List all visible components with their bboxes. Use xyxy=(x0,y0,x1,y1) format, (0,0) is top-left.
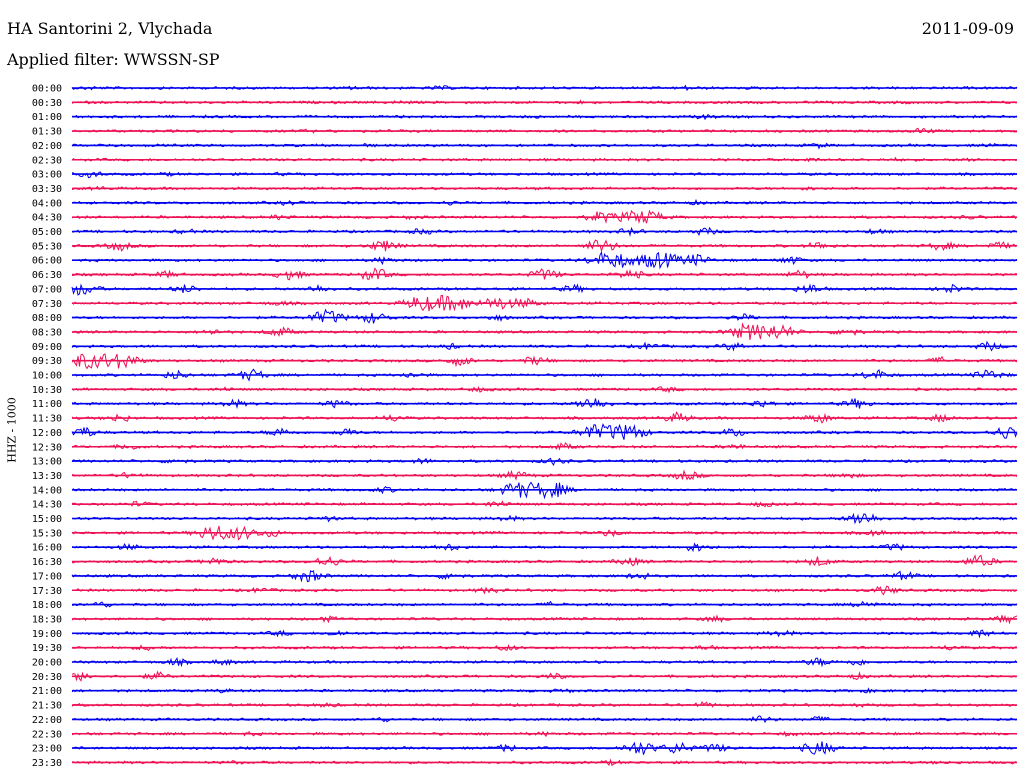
time-tick-label: 15:30 xyxy=(32,528,62,539)
time-tick-label: 18:30 xyxy=(32,614,62,625)
time-tick-label: 17:00 xyxy=(32,571,62,582)
trace-0700 xyxy=(71,283,1018,296)
time-tick-label: 00:30 xyxy=(32,98,62,109)
time-tick-label: 20:30 xyxy=(32,672,62,683)
time-tick-label: 17:30 xyxy=(32,586,62,597)
time-tick-label: 11:30 xyxy=(32,414,62,425)
time-tick-label: 12:00 xyxy=(32,428,62,439)
trace-1530 xyxy=(71,525,1018,541)
trace-1630 xyxy=(71,554,1018,567)
time-tick-label: 20:00 xyxy=(32,658,62,669)
time-tick-label: 11:00 xyxy=(32,399,62,410)
filter-label: Applied filter: WWSSN-SP xyxy=(7,50,220,69)
trace-0730 xyxy=(71,294,1018,312)
time-tick-label: 19:30 xyxy=(32,643,62,654)
time-tick-label: 08:00 xyxy=(32,313,62,324)
time-tick-label: 22:00 xyxy=(32,715,62,726)
trace-0800 xyxy=(71,308,1018,324)
time-tick-label: 06:00 xyxy=(32,256,62,267)
time-tick-label: 05:30 xyxy=(32,241,62,252)
time-tick-label: 00:00 xyxy=(32,84,62,95)
date-label: 2011-09-09 xyxy=(921,19,1014,38)
trace-1500 xyxy=(71,512,1018,525)
time-tick-label: 21:30 xyxy=(32,701,62,712)
time-tick-label: 03:00 xyxy=(32,170,62,181)
time-tick-label: 13:00 xyxy=(32,457,62,468)
time-tick-label: 01:30 xyxy=(32,127,62,138)
time-tick-label: 10:00 xyxy=(32,371,62,382)
time-tick-label: 22:30 xyxy=(32,729,62,740)
time-tick-label: 15:00 xyxy=(32,514,62,525)
time-tick-label: 06:30 xyxy=(32,270,62,281)
time-tick-label: 01:00 xyxy=(32,112,62,123)
time-tick-label: 04:00 xyxy=(32,198,62,209)
time-tick-label: 08:30 xyxy=(32,327,62,338)
time-tick-label: 09:30 xyxy=(32,356,62,367)
time-tick-label: 07:00 xyxy=(32,284,62,295)
station-title: HA Santorini 2, Vlychada xyxy=(7,19,213,38)
time-tick-label: 07:30 xyxy=(32,299,62,310)
time-tick-label: 14:00 xyxy=(32,485,62,496)
time-tick-label: 23:00 xyxy=(32,744,62,755)
time-tick-label: 21:00 xyxy=(32,686,62,697)
time-tick-label: 18:00 xyxy=(32,600,62,611)
time-tick-label: 23:30 xyxy=(32,758,62,769)
time-tick-label: 05:00 xyxy=(32,227,62,238)
time-tick-label: 04:30 xyxy=(32,213,62,224)
trace-2000 xyxy=(71,657,1018,668)
time-tick-label: 14:30 xyxy=(32,500,62,511)
time-tick-label: 16:00 xyxy=(32,543,62,554)
time-tick-label: 13:30 xyxy=(32,471,62,482)
time-tick-label: 02:00 xyxy=(32,141,62,152)
time-tick-label: 02:30 xyxy=(32,155,62,166)
time-tick-label: 16:30 xyxy=(32,557,62,568)
time-tick-label: 09:00 xyxy=(32,342,62,353)
time-tick-label: 19:00 xyxy=(32,629,62,640)
time-tick-label: 03:30 xyxy=(32,184,62,195)
time-tick-label: 10:30 xyxy=(32,385,62,396)
time-tick-label: 12:30 xyxy=(32,442,62,453)
